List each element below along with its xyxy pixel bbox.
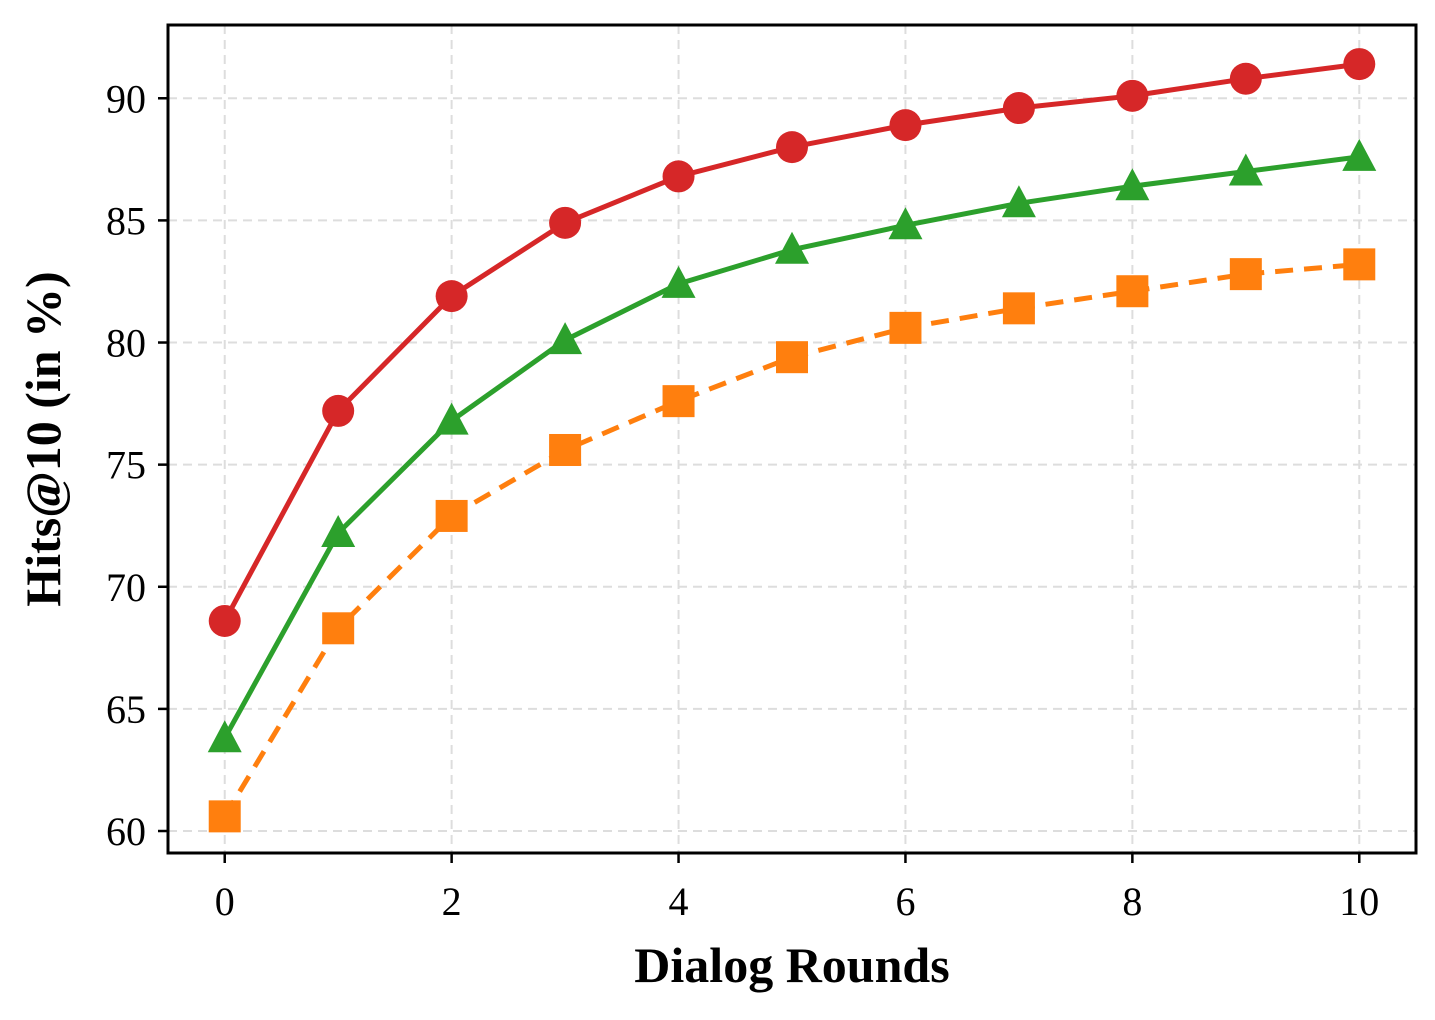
data-point (322, 612, 355, 645)
data-point (208, 800, 241, 833)
data-point (1228, 153, 1263, 186)
y-axis-title: Hits@10 (in %) (15, 271, 71, 606)
series-2 (207, 138, 1377, 753)
data-point (549, 206, 582, 239)
data-point (1116, 79, 1149, 112)
x-tick-label: 6 (895, 879, 915, 924)
y-tick-label: 65 (106, 687, 146, 732)
series-1 (208, 48, 1376, 637)
data-point (776, 341, 808, 374)
y-tick-label: 90 (106, 76, 146, 121)
data-point (1229, 258, 1262, 291)
x-tick-label: 4 (669, 879, 689, 924)
x-tick-label: 2 (442, 879, 462, 924)
x-tick-label: 0 (215, 879, 235, 924)
data-point (1002, 92, 1035, 125)
plot-area-frame (166, 23, 1418, 855)
data-point (776, 131, 808, 164)
y-tick-label: 75 (106, 443, 146, 488)
series-3 (208, 248, 1376, 833)
data-point (889, 311, 922, 344)
data-point (889, 109, 922, 142)
data-point (662, 160, 695, 193)
data-point (207, 720, 242, 753)
data-point (1116, 275, 1149, 308)
data-point (435, 280, 468, 313)
data-point (434, 402, 469, 435)
data-point (1001, 185, 1036, 218)
data-point (888, 207, 923, 240)
y-tick-label: 70 (106, 565, 146, 610)
y-tick-label: 80 (106, 321, 146, 366)
y-tick-label: 60 (106, 809, 146, 854)
data-point (1115, 168, 1150, 201)
data-point (1343, 48, 1376, 81)
x-axis-title: Dialog Rounds (634, 937, 949, 993)
data-point (661, 265, 696, 298)
data-point (1342, 138, 1377, 171)
data-point (1343, 248, 1376, 281)
y-tick-label: 85 (106, 198, 146, 243)
data-point (321, 515, 356, 548)
data-point (1002, 292, 1035, 325)
data-point (208, 604, 241, 637)
series-group (207, 48, 1377, 833)
axis-ticks: 0 2 4 6 8 10 60 65 70 75 80 85 90 (106, 76, 1379, 924)
x-tick-label: 10 (1339, 879, 1379, 924)
data-point (662, 385, 695, 418)
data-point (435, 499, 468, 532)
data-point (548, 322, 583, 355)
data-point (1229, 62, 1262, 95)
data-point (549, 433, 582, 466)
data-point (775, 231, 809, 264)
data-point (322, 394, 355, 427)
x-tick-label: 8 (1122, 879, 1142, 924)
